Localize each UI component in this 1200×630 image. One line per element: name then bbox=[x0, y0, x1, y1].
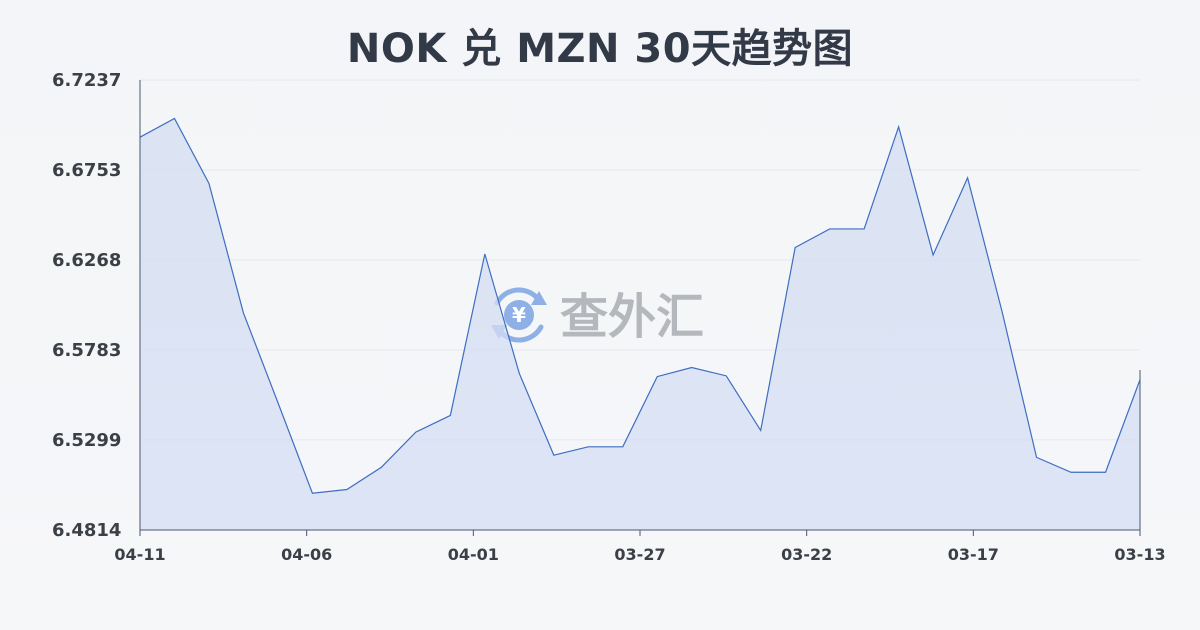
chart-title: NOK 兑 MZN 30天趋势图 bbox=[346, 26, 854, 72]
watermark: ¥ 查外汇 bbox=[491, 287, 704, 345]
x-tick-label: 03-13 bbox=[1114, 545, 1165, 564]
axes bbox=[139, 80, 1141, 536]
svg-text:¥: ¥ bbox=[512, 303, 526, 327]
x-tick-label: 03-17 bbox=[948, 545, 999, 564]
x-tick-label: 04-01 bbox=[448, 545, 499, 564]
watermark-text: 查外汇 bbox=[560, 289, 704, 345]
x-tick-label: 03-22 bbox=[781, 545, 832, 564]
y-tick-labels: 6.7237 6.6753 6.6268 6.5783 6.5299 6.4814 bbox=[52, 70, 121, 541]
y-tick-label: 6.5783 bbox=[52, 340, 121, 361]
y-tick-label: 6.5299 bbox=[52, 430, 121, 451]
x-tick-labels: 04-11 04-06 04-01 03-27 03-22 03-17 03-13 bbox=[114, 545, 1165, 564]
x-tick-label: 03-27 bbox=[614, 545, 665, 564]
series-line bbox=[139, 117, 1141, 494]
x-tick-label: 04-06 bbox=[281, 545, 332, 564]
y-tick-label: 6.7237 bbox=[52, 70, 121, 91]
y-tick-label: 6.6753 bbox=[52, 160, 121, 181]
y-tick-label: 6.4814 bbox=[52, 520, 121, 541]
y-tick-label: 6.6268 bbox=[52, 250, 121, 271]
x-tick-label: 04-11 bbox=[114, 545, 165, 564]
series-area bbox=[140, 118, 1140, 530]
